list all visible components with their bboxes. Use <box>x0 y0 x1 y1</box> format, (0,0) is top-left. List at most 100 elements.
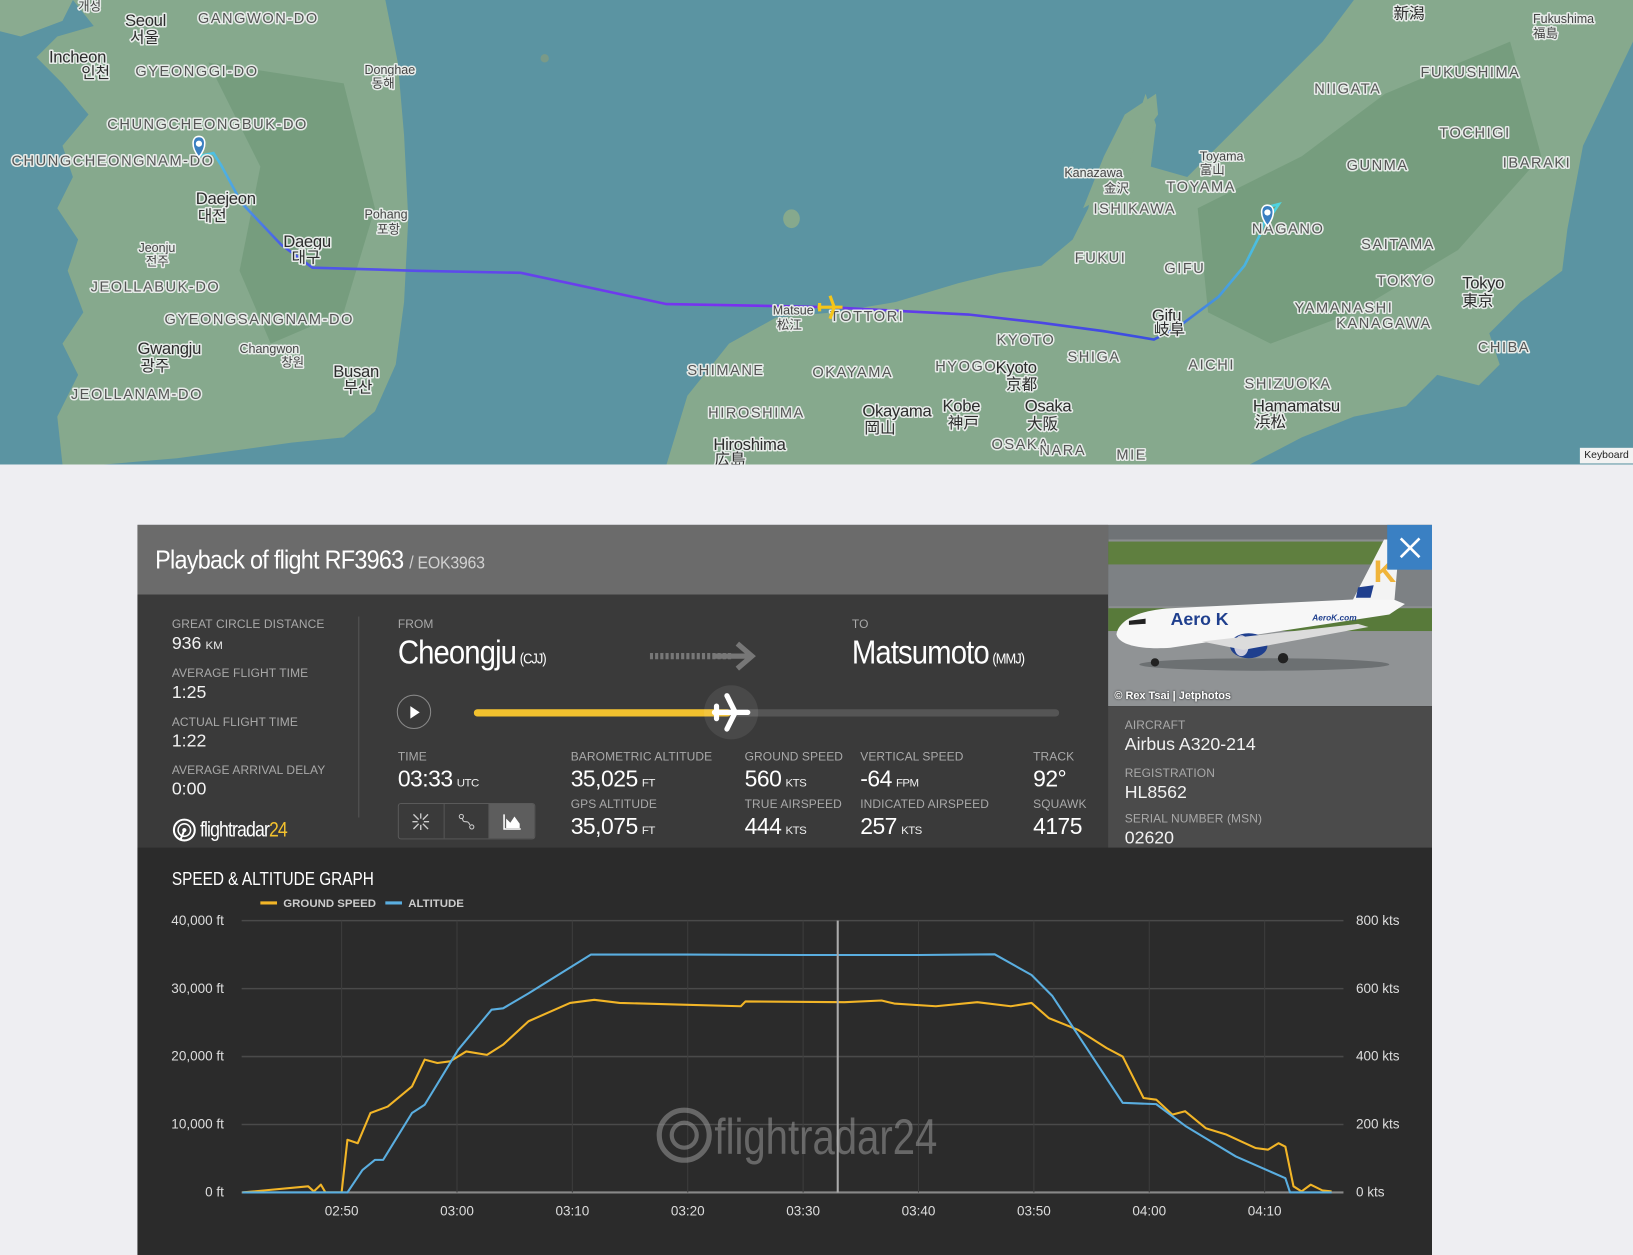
x-tick: 03:40 <box>902 1203 936 1218</box>
map-label: TOTTORI <box>830 309 904 325</box>
vertical-speed-number: -64 <box>860 765 892 792</box>
map-label: 金沢 <box>1104 181 1129 196</box>
watermark-radar-ring <box>669 1120 699 1150</box>
map-label: KYOTO <box>997 333 1056 349</box>
map-label: 부산 <box>344 379 373 397</box>
collapse-view-button[interactable] <box>398 803 445 839</box>
map-label: Pohang <box>365 208 408 222</box>
map-label: AICHI <box>1188 358 1235 374</box>
map-label: 창원 <box>281 356 304 370</box>
y-left-tick: 0 ft <box>205 1185 224 1200</box>
close-button[interactable] <box>1387 524 1432 570</box>
map-label: 서울 <box>130 29 159 47</box>
ground-speed-unit: KTS <box>785 776 807 790</box>
ias-unit: KTS <box>901 824 922 838</box>
y-left-tick: 20,000 ft <box>171 1049 224 1064</box>
graph-view-button[interactable] <box>489 803 535 839</box>
vertical-speed-label: VERTICAL SPEED <box>860 750 964 764</box>
play-button[interactable] <box>396 694 432 730</box>
track-value: 92° <box>1033 765 1067 792</box>
flight-map[interactable]: 개성 Seoul 서울 GANGWON-DO Incheon 인천 GYEONGGI-DO D… <box>0 0 1633 465</box>
map-label: 대전 <box>198 207 227 225</box>
map-label: 東京 <box>1462 292 1493 310</box>
destination-marker-icon[interactable] <box>1260 204 1275 228</box>
map-label: SHIZUOKA <box>1245 376 1332 392</box>
map-label: ISHIKAWA <box>1094 201 1177 217</box>
map-label: Daegu <box>283 232 331 251</box>
map-label: 개성 <box>78 0 101 13</box>
map-label: Jeonju <box>139 241 176 255</box>
route-view-button[interactable] <box>444 803 490 839</box>
map-label: 전주 <box>146 255 169 269</box>
map-label: GYEONGSANGNAM-DO <box>165 312 354 328</box>
time-value: 03:33 UTC <box>398 765 479 792</box>
y-right-tick: 800 kts <box>1356 913 1400 928</box>
page-title: Playback of flight RF3963 / EOK3963 <box>155 546 485 576</box>
map-label: Tokyo <box>1462 273 1504 292</box>
map-label: Hiroshima <box>713 435 786 454</box>
collapse-icon <box>412 812 430 830</box>
gps-alt-number: 35,075 <box>570 813 638 840</box>
destination-code: (MMJ) <box>992 649 1025 667</box>
map-label: 新潟 <box>1393 5 1424 23</box>
x-tick: 02:50 <box>325 1203 359 1218</box>
map-label: NARA <box>1039 443 1086 459</box>
y-right-tick: 200 kts <box>1356 1117 1400 1132</box>
y-left-tick: 40,000 ft <box>171 913 224 928</box>
aircraft-photo[interactable]: K Aero K AeroK.com © Rex Tsai | Jetphoto… <box>1108 524 1432 707</box>
playback-handle[interactable] <box>704 685 759 740</box>
time-label: TIME <box>397 750 427 764</box>
map-label: 広島 <box>714 450 745 464</box>
x-tick: 03:00 <box>440 1203 474 1218</box>
graph-title: SPEED & ALTITUDE GRAPH <box>172 868 374 889</box>
vertical-speed-value: -64 FPM <box>860 765 919 792</box>
map-label: CHIBA <box>1478 340 1530 356</box>
callsign: / EOK3963 <box>409 553 485 573</box>
map-label: CHUNGCHEONGBUK-DO <box>107 117 308 133</box>
map-label: Toyama <box>1200 149 1244 163</box>
ulleung-island <box>540 54 549 63</box>
map-label: GYEONGGI-DO <box>135 64 258 80</box>
distance-value: 936 <box>171 633 202 653</box>
aircraft-info: AIRCRAFT Airbus A320-214 REGISTRATION HL… <box>1108 706 1432 848</box>
map-label: Daejeon <box>196 189 256 208</box>
stat-value: 1:25 <box>171 682 207 702</box>
track-label: TRACK <box>1033 750 1075 764</box>
keyboard-shortcuts-link[interactable]: Keyboard <box>1580 447 1633 464</box>
map-label: 富山 <box>1200 162 1225 177</box>
to-label: TO <box>851 618 869 632</box>
divider <box>358 616 360 818</box>
map-label: GUNMA <box>1347 158 1409 174</box>
map-label: Hamamatsu <box>1253 396 1340 415</box>
baro-alt-number: 35,025 <box>570 765 638 792</box>
map-label: SHIMANE <box>687 363 764 379</box>
baro-alt-value: 35,025 FT <box>570 765 656 792</box>
map-label: Okayama <box>862 402 932 421</box>
ground-speed-value: 560 KTS <box>745 765 807 792</box>
aircraft-position-icon[interactable] <box>817 295 843 320</box>
ias-number: 257 <box>860 813 897 840</box>
flight-info: GREAT CIRCLE DISTANCE 936 KM AVERAGE FLIG… <box>137 594 1109 848</box>
x-tick: 04:10 <box>1248 1203 1282 1218</box>
x-tick: 03:10 <box>555 1203 589 1218</box>
playback-slider[interactable] <box>473 685 1060 740</box>
flightradar24-logo[interactable]: flightradar24 <box>172 818 302 843</box>
logo-number: 24 <box>268 818 288 841</box>
map-label: Matsue <box>773 304 814 318</box>
origin-marker-icon[interactable] <box>192 135 206 159</box>
aircraft-value: Airbus A320-214 <box>1124 734 1256 755</box>
tas-number: 444 <box>744 813 782 840</box>
origin-city: Cheongju (CJJ) <box>398 633 547 672</box>
series-line-ground-speed <box>242 998 1332 1194</box>
map-label: Seoul <box>125 11 166 30</box>
map-label: YAMANASHI <box>1295 300 1394 316</box>
registration-value: HL8562 <box>1124 782 1187 802</box>
map-label: Kanazawa <box>1064 166 1122 180</box>
map-label: 포항 <box>377 222 400 236</box>
airplane-icon <box>712 693 751 732</box>
map-label: TOCHIGI <box>1439 125 1510 141</box>
y-left-tick: 30,000 ft <box>171 981 224 996</box>
photo-credit[interactable]: © Rex Tsai | Jetphotos <box>1114 689 1232 702</box>
